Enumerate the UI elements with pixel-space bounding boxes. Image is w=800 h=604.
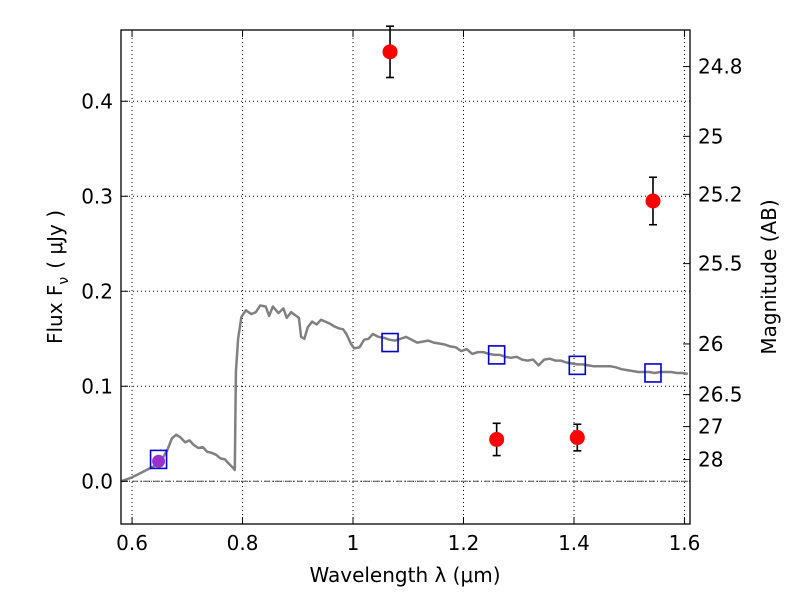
observed-point bbox=[152, 454, 166, 468]
right-tick-label: 28 bbox=[698, 447, 723, 471]
x-tick-label: 1.6 bbox=[669, 531, 701, 555]
y-tick-label: 0.4 bbox=[81, 89, 113, 113]
right-axis-label: Magnitude (AB) bbox=[757, 199, 781, 354]
y-axis-label: Flux Fν( μJy ) bbox=[43, 210, 72, 344]
model-spectrum-group bbox=[120, 304, 689, 483]
observed-point bbox=[382, 44, 398, 60]
observed-point bbox=[645, 193, 661, 209]
right-tick-labels: 24.8 25 25.2 25.5 26 26.5 27 28 bbox=[698, 55, 743, 472]
x-tick-label: 1.4 bbox=[558, 531, 590, 555]
model-point bbox=[381, 332, 399, 353]
tick-marks bbox=[121, 30, 690, 524]
y-tick-label: 0.2 bbox=[81, 279, 113, 303]
observed-point bbox=[569, 430, 585, 446]
observed-points-group bbox=[152, 25, 661, 468]
x-tick-label: 1 bbox=[347, 531, 360, 555]
y-tick-label: 0.1 bbox=[81, 374, 113, 398]
x-tick-labels: 0.6 0.8 1 1.2 1.4 1.6 bbox=[116, 531, 700, 555]
right-tick-label: 26 bbox=[698, 332, 723, 356]
right-tick-label: 25.2 bbox=[698, 182, 743, 206]
x-tick-label: 1.2 bbox=[448, 531, 480, 555]
right-tick-label: 26.5 bbox=[698, 383, 743, 407]
model-spectrum-line bbox=[120, 304, 689, 483]
x-axis-label: Wavelength λ (μm) bbox=[309, 563, 500, 587]
grid-lines bbox=[121, 30, 690, 524]
model-point bbox=[568, 355, 587, 376]
x-tick-label: 0.6 bbox=[116, 531, 148, 555]
observed-point bbox=[489, 431, 505, 447]
plot-frame bbox=[120, 29, 691, 525]
y-tick-labels: 0.0 0.1 0.2 0.3 0.4 bbox=[81, 89, 113, 493]
model-point bbox=[149, 449, 168, 470]
model-point bbox=[644, 363, 662, 383]
right-tick-label: 25 bbox=[698, 124, 723, 148]
right-tick-label: 24.8 bbox=[698, 55, 743, 79]
model-point bbox=[487, 345, 506, 365]
y-tick-label: 0.0 bbox=[81, 469, 113, 493]
right-tick-label: 25.5 bbox=[698, 252, 743, 276]
model-points-group bbox=[149, 332, 662, 470]
right-tick-label: 27 bbox=[698, 415, 723, 439]
x-tick-label: 0.8 bbox=[227, 531, 259, 555]
y-tick-label: 0.3 bbox=[81, 184, 113, 208]
